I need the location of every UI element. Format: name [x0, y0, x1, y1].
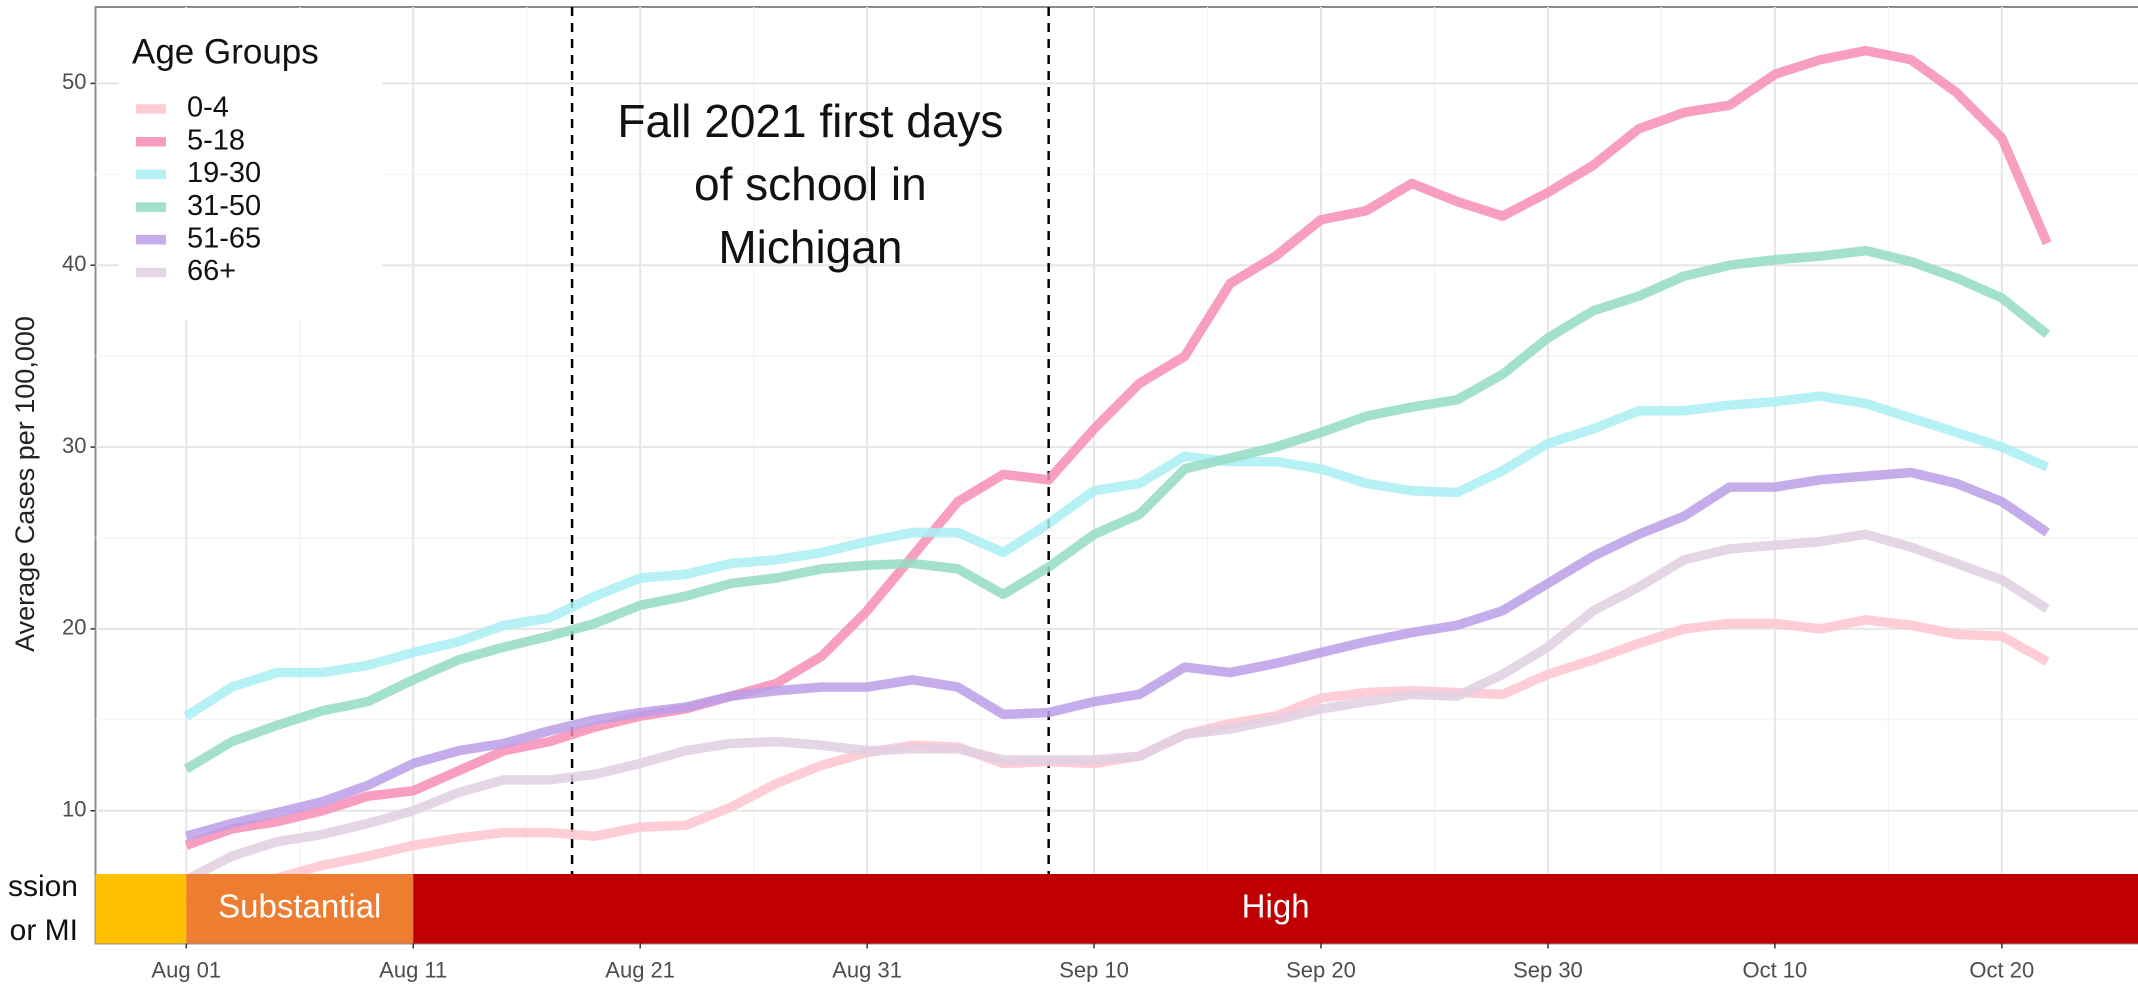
legend-label: 66+: [187, 255, 236, 287]
series-line: [184, 529, 2050, 885]
x-tick-label: Aug 31: [832, 957, 902, 982]
series-line: [183, 391, 2050, 721]
x-tick-label: Aug 01: [151, 957, 221, 982]
series-line: [184, 467, 2050, 841]
x-tick-label: Oct 20: [1969, 957, 2034, 982]
x-tick-label: Oct 10: [1742, 957, 1807, 982]
transmission-axis-label: ssion: [8, 870, 78, 903]
transmission-axis-label: or MI: [10, 914, 78, 947]
annotation-text: of school in: [694, 158, 927, 210]
series-line: [183, 245, 2051, 774]
legend-label: 19-30: [187, 157, 261, 189]
y-tick-label: 10: [62, 797, 86, 822]
transmission-segment: [95, 874, 187, 944]
transmission-label: High: [1242, 887, 1310, 924]
annotation-text: Fall 2021 first days: [617, 95, 1003, 147]
transmission-bar: Substantial High ssion or MI: [8, 870, 2138, 947]
series-line: [184, 45, 2052, 850]
legend-label: 31-50: [187, 190, 261, 222]
x-tick-label: Sep 10: [1059, 957, 1129, 982]
x-tick-label: Aug 21: [605, 957, 675, 982]
y-tick-label: 30: [62, 433, 86, 458]
transmission-segment: [186, 874, 414, 944]
axes: 10 20 30 40 50 Aug 01 Aug 11 Aug 21 Aug 31 Sep 10…: [62, 69, 2034, 982]
transmission-label: Substantial: [218, 887, 381, 924]
series-lines: [183, 45, 2052, 907]
legend-label: 5-18: [187, 124, 245, 156]
y-tick-label: 50: [62, 69, 86, 94]
x-tick-label: Aug 11: [379, 957, 447, 982]
y-tick-label: 20: [62, 615, 86, 640]
plot-panel: [94, 6, 2138, 945]
legend-label: 51-65: [187, 222, 261, 254]
transmission-segment: [413, 874, 2138, 944]
y-axis-title: Average Cases per 100,000: [10, 316, 40, 652]
legend-title: Age Groups: [132, 32, 319, 71]
annotation-text: Michigan: [718, 221, 902, 273]
y-tick-label: 40: [62, 251, 86, 276]
x-tick-label: Sep 20: [1286, 957, 1356, 982]
legend-label: 0-4: [187, 92, 229, 124]
x-tick-label: Sep 30: [1513, 957, 1583, 982]
